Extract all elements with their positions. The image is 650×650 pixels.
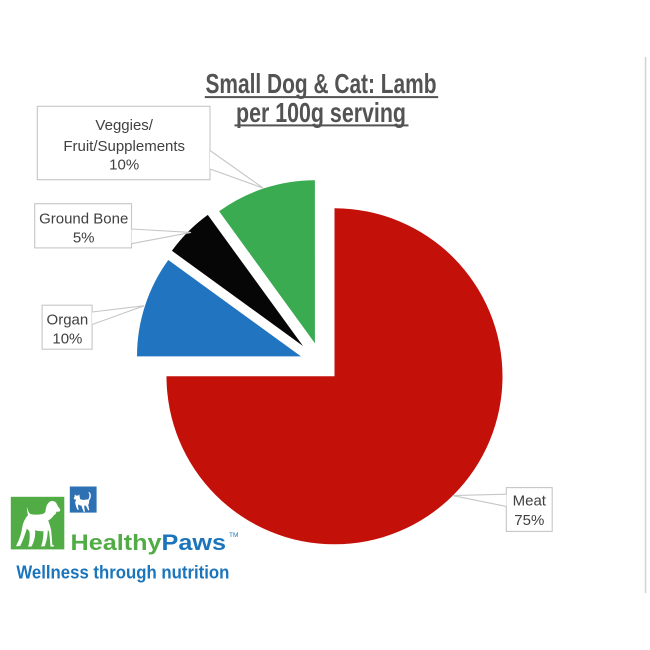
svg-text:Ground Bone: Ground Bone xyxy=(39,210,128,227)
svg-text:Small Dog & Cat: Lamb: Small Dog & Cat: Lamb xyxy=(206,68,437,99)
svg-text:Fruit/Supplements: Fruit/Supplements xyxy=(63,138,185,155)
svg-text:Wellness through nutrition: Wellness through nutrition xyxy=(16,562,229,583)
svg-text:Veggies/: Veggies/ xyxy=(95,117,153,134)
svg-text:10%: 10% xyxy=(109,157,139,174)
svg-text:5%: 5% xyxy=(73,229,95,246)
svg-text:Meat: Meat xyxy=(513,492,547,509)
svg-text:per 100g serving: per 100g serving xyxy=(236,97,406,128)
svg-text:TM: TM xyxy=(229,532,238,539)
svg-text:Organ: Organ xyxy=(47,312,89,329)
svg-text:75%: 75% xyxy=(514,512,544,529)
svg-text:10%: 10% xyxy=(52,331,82,348)
